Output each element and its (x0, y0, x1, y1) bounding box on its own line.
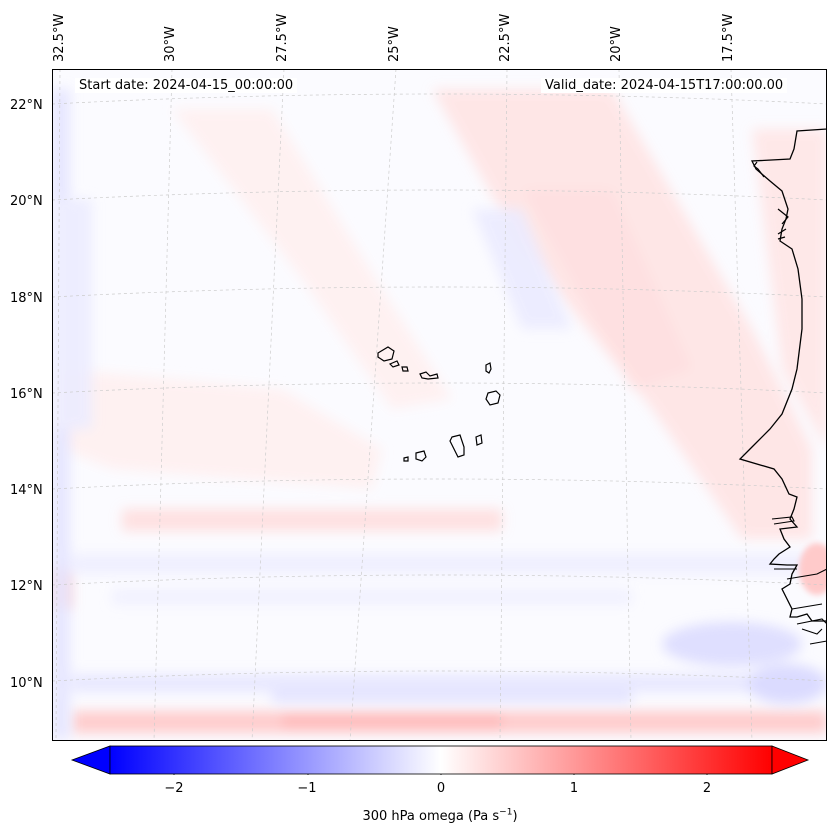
africa-coastline (738, 109, 827, 622)
northern-coast-detail (753, 161, 789, 240)
lat-label-16n: 16°N (10, 387, 43, 402)
start-date-label: Start date: 2024-04-15_00:00:00 (75, 78, 298, 93)
island-maio (475, 434, 483, 446)
colorbar-label-suffix: ) (512, 809, 518, 824)
island-sal (485, 362, 492, 374)
cape-verde-islands (377, 346, 501, 462)
lat-label-12n: 12°N (10, 579, 43, 594)
lat-label-22n: 22°N (10, 98, 43, 113)
island-brava (403, 456, 409, 462)
colorbar-tick-1: 1 (569, 781, 579, 796)
colorbar-tick-2: 2 (702, 781, 712, 796)
lat-label-14n: 14°N (10, 483, 43, 498)
lon-label-17-5w: 17.5°W (721, 13, 736, 62)
omega-negative-field (52, 89, 827, 739)
lon-label-20w: 20°W (609, 26, 624, 62)
colorbar-extend-max (771, 745, 810, 775)
omega-map (52, 69, 827, 741)
lat-label-18n: 18°N (10, 291, 43, 306)
colorbar-label-exponent: −1 (499, 807, 513, 818)
island-santo-antao (377, 346, 395, 362)
lat-label-20n: 20°N (10, 194, 43, 209)
colorbar-label-prefix: 300 hPa omega (Pa s (362, 809, 500, 824)
island-sao-vicente (388, 360, 400, 368)
colorbar-gradient (109, 745, 773, 775)
island-boa-vista (485, 390, 501, 406)
coastal-positive-patch (799, 543, 827, 595)
island-santa-luzia (401, 366, 409, 372)
colorbar-tick-neg1: −1 (297, 781, 317, 796)
colorbar-label: 300 hPa omega (Pa s−1) (362, 807, 518, 824)
valid-date-label: Valid_date: 2024-04-15T17:00:00.00 (541, 78, 788, 93)
lon-label-30w: 30°W (163, 26, 178, 62)
colorbar-tick-0: 0 (436, 781, 446, 796)
lon-label-25w: 25°W (387, 26, 402, 62)
colorbar-extend-min (70, 745, 111, 775)
lat-label-10n: 10°N (10, 676, 43, 691)
lon-label-32-5w: 32.5°W (52, 13, 67, 62)
island-fogo (415, 450, 427, 462)
lon-label-22-5w: 22.5°W (498, 13, 513, 62)
lon-label-27-5w: 27.5°W (275, 13, 290, 62)
coastal-inlets (771, 516, 827, 645)
colorbar-tick-neg2: −2 (164, 781, 184, 796)
island-santiago (449, 434, 465, 458)
island-sao-nicolau (419, 371, 439, 380)
colorbar (70, 745, 810, 775)
gridlines (52, 69, 827, 741)
